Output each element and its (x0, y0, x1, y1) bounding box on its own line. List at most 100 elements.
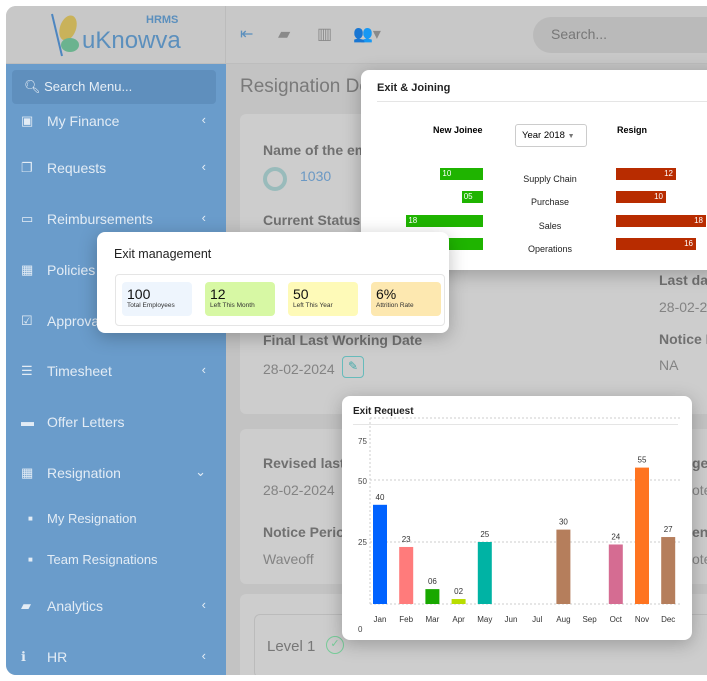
edit-button[interactable]: ✎ (342, 356, 364, 378)
bar-value-label: 25 (480, 530, 489, 539)
bar-value-label: 12 (664, 169, 673, 178)
bullet-icon: ■ (28, 555, 33, 564)
bar-value-label: 16 (684, 239, 693, 248)
logo[interactable]: HRMS uKnowva (6, 6, 226, 64)
sidebar-item-label: Resignation (47, 465, 121, 481)
stat-label: Left This Month (210, 302, 255, 309)
name-label: Name of the em (263, 142, 368, 158)
sidebar-item-label: My Finance (47, 113, 120, 129)
new-joinee-bar: 05 (461, 191, 483, 203)
x-tick-label: Oct (610, 615, 623, 624)
search-input[interactable]: Search... (533, 17, 707, 53)
check-circle-icon: ✓ (326, 636, 344, 654)
info-icon: ℹ (21, 649, 26, 664)
year-select-value: Year 2018 (522, 130, 565, 141)
x-tick-label: Apr (452, 615, 465, 624)
bar-value-label: 40 (376, 493, 385, 502)
bar-value-label: 02 (454, 587, 463, 596)
outdent-icon[interactable]: ⇤ (240, 26, 254, 43)
category-label: Supply Chain (523, 174, 577, 184)
bar-aug (556, 529, 571, 604)
stat-tile: 12 Left This Month (205, 282, 275, 316)
page-title: Resignation De (240, 76, 370, 97)
stat-tile: 50 Left This Year (288, 282, 358, 316)
revised-value: 28-02-2024 (263, 482, 335, 498)
bar-value-label: 23 (402, 535, 411, 544)
level-label: Level 1 (267, 638, 316, 655)
chevron-down-icon: ▼ (567, 133, 575, 140)
stat-value: 12 (210, 286, 226, 302)
notice-period-value: Waveoff (263, 551, 314, 567)
year-select[interactable]: Year 2018 ▼ (515, 124, 587, 147)
sidebar-item-label: Requests (47, 160, 107, 176)
bar-value-label: 06 (428, 577, 437, 586)
stat-value: 6% (376, 286, 397, 302)
stat-tile: 100 Total Employees (122, 282, 192, 316)
sidebar-item-label: Timesheet (47, 363, 112, 379)
chevron-down-icon: ⌄ (195, 464, 206, 479)
sidebar-item-label: Offer Letters (47, 414, 125, 430)
bar-chart-icon[interactable]: ▥ (317, 26, 333, 43)
users-icon[interactable]: 👥▾ (353, 26, 381, 43)
right-value: ote (692, 482, 707, 498)
x-tick-label: Aug (556, 615, 570, 624)
stat-value: 50 (293, 286, 309, 302)
folder-open-icon: ▰ (21, 598, 31, 613)
y-tick-label: 0 (358, 625, 363, 634)
bar-value-label: 55 (638, 456, 647, 465)
folder-icon[interactable]: ▰ (278, 26, 291, 43)
copy-icon: ❐ (21, 160, 33, 175)
search-menu-placeholder: Search Menu... (44, 79, 133, 94)
new-joinee-bar: 10 (440, 168, 483, 180)
employee-id-link[interactable]: 1030 (300, 168, 332, 184)
y-tick-label: 25 (358, 538, 367, 547)
sidebar-item-requests[interactable]: ❐ Requests ‹ (6, 153, 226, 183)
stat-label: Total Employees (127, 302, 175, 309)
stat-value: 100 (127, 286, 151, 302)
money-icon: ▭ (21, 211, 34, 226)
x-tick-label: Dec (661, 615, 675, 624)
exit-request-title: Exit Request (353, 406, 414, 417)
bullet-icon: ■ (28, 514, 33, 523)
sidebar-item-my-finance[interactable]: ▣ My Finance ‹ (6, 106, 226, 136)
stat-label: Left This Year (293, 302, 333, 309)
chevron-left-icon: ‹ (201, 597, 206, 612)
sidebar-item-timesheet[interactable]: ☰ Timesheet ‹ (6, 356, 226, 386)
bar-value-label: 27 (664, 525, 673, 534)
sidebar-item-resignation[interactable]: ▦ Resignation ⌄ (6, 458, 226, 488)
card-icon: ▬ (21, 414, 34, 429)
sidebar-item-hr[interactable]: ℹ HR ‹ (6, 642, 226, 672)
exit-request-card: Exit Request 0 25 50 75 40 Jan 23 Feb 06 Mar 02 Apr… (342, 396, 692, 640)
legend-resign: Resign (617, 125, 648, 135)
y-tick-label: 75 (358, 437, 367, 446)
bar-value-label: 18 (694, 216, 703, 225)
sidebar-item-label: My Resignation (47, 511, 137, 526)
logo-mark-icon (51, 13, 79, 57)
bar-value-label: 10 (442, 169, 452, 178)
search-menu-input[interactable]: 🔍︎ Search Menu... (12, 70, 216, 104)
sidebar-item-team-resignations[interactable]: ■ Team Resignations (6, 545, 226, 575)
search-icon: 🔍︎ (24, 79, 45, 94)
sidebar-item-label: Policies (47, 262, 96, 278)
sidebar-item-offer-letters[interactable]: ▬ Offer Letters (6, 407, 226, 437)
bar-value-label: 30 (559, 518, 568, 527)
bar-dec (661, 537, 676, 604)
tiles-panel (115, 274, 445, 326)
sidebar-item-reimbursements[interactable]: ▭ Reimbursements ‹ (6, 204, 226, 234)
sidebar-item-analytics[interactable]: ▰ Analytics ‹ (6, 591, 226, 621)
bar-value-label: 24 (611, 532, 620, 541)
bar-value-label: 05 (463, 192, 473, 201)
x-tick-label: Jun (505, 615, 518, 624)
x-tick-label: Jan (374, 615, 387, 624)
chevron-left-icon: ‹ (201, 112, 206, 127)
chevron-left-icon: ‹ (201, 648, 206, 663)
x-tick-label: Sep (582, 615, 597, 624)
legend-new-joinee: New Joinee (433, 125, 483, 135)
x-tick-label: Nov (635, 615, 649, 624)
header: HRMS uKnowva ⇤ ▰ ▥ 👥▾ Search... (6, 6, 707, 64)
right-label: ge (692, 455, 707, 471)
sidebar: ▣ My Finance ‹ ❐ Requests ‹ ▭ Reimbursements ‹ ▦ P… (6, 64, 226, 675)
sidebar-item-my-resignation[interactable]: ■ My Resignation (6, 504, 226, 534)
last-day-value: 28-02-2 (659, 299, 707, 315)
brand-name: uKnowva (82, 27, 181, 54)
